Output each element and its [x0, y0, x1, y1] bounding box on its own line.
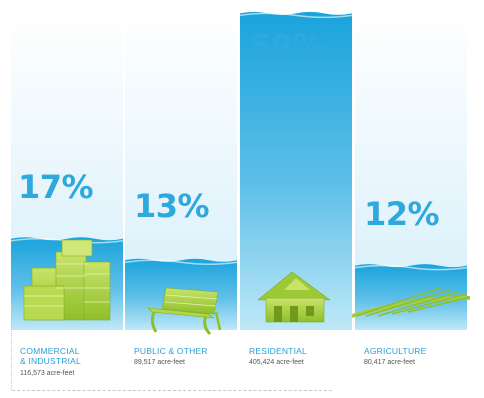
house-icon	[257, 271, 331, 323]
category-label-public: PUBLIC & OTHER	[134, 346, 208, 356]
amount-label-agriculture: 80,417 acre-feet	[364, 359, 415, 366]
amount-label-residential: 405,424 acre-feet	[249, 359, 304, 366]
category-label-commercial: COMMERCIAL & INDUSTRIAL	[20, 346, 81, 366]
bench-icon	[147, 287, 222, 336]
value-label-residential: 59%	[249, 27, 325, 65]
value-label-commercial: 17%	[18, 168, 94, 206]
category-line: AGRICULTURE	[364, 346, 427, 356]
amount-label-commercial: 116,573 acre-feet	[20, 370, 75, 377]
water-surface-agriculture	[354, 264, 468, 271]
category-line: PUBLIC & OTHER	[134, 346, 208, 356]
amount-label-public: 89,517 acre-feet	[134, 359, 185, 366]
water-surface-residential	[239, 12, 353, 19]
baseline-divider	[12, 390, 332, 391]
water-surface-public	[124, 259, 238, 265]
category-label-residential: RESIDENTIAL	[249, 346, 307, 356]
buildings-icon	[23, 239, 111, 321]
category-line: RESIDENTIAL	[249, 346, 307, 356]
category-label-agriculture: AGRICULTURE	[364, 346, 427, 356]
value-label-public: 13%	[134, 187, 210, 225]
category-line: & INDUSTRIAL	[20, 356, 81, 366]
field-icon	[352, 287, 471, 318]
category-line: COMMERCIAL	[20, 346, 80, 356]
value-label-agriculture: 12%	[364, 195, 440, 233]
axis-guide	[11, 305, 12, 390]
water-bar-residential	[240, 11, 352, 330]
